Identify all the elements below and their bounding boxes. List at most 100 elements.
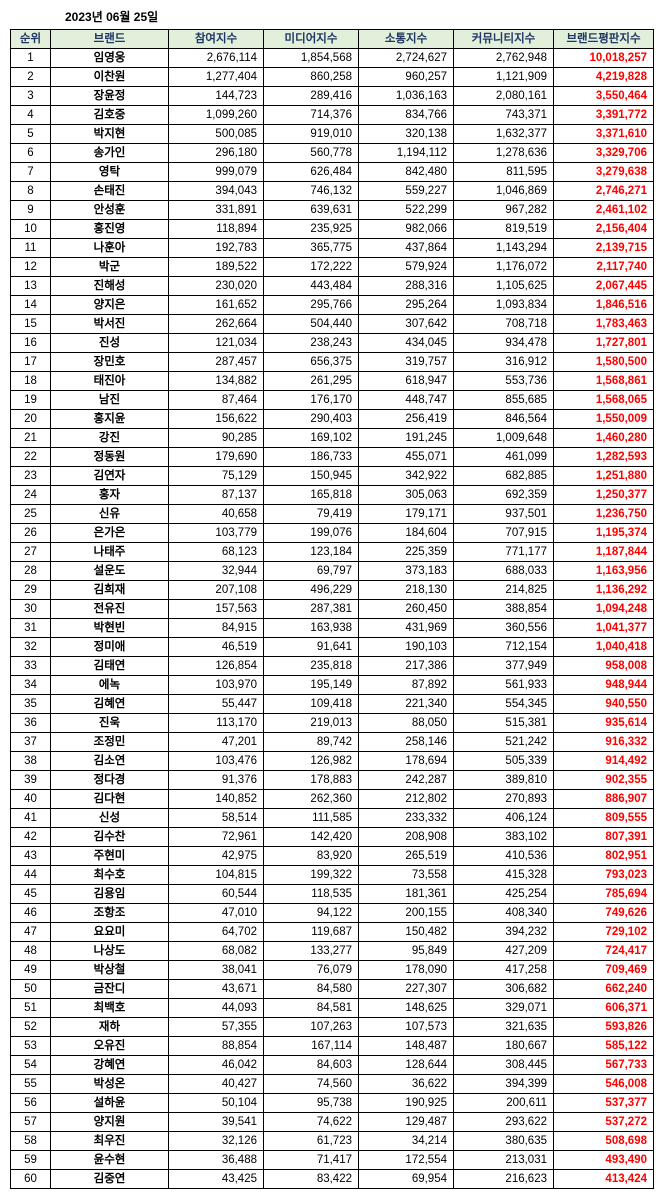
cell-brand: 금잔디 — [51, 980, 169, 999]
cell-community: 1,009,648 — [454, 429, 554, 448]
cell-comm: 834,766 — [359, 106, 454, 125]
cell-community: 388,854 — [454, 600, 554, 619]
cell-participation: 32,126 — [169, 1132, 264, 1151]
cell-brand: 신성 — [51, 809, 169, 828]
table-row: 47요요미64,702119,687150,482394,232729,102 — [11, 923, 654, 942]
table-row: 3장윤정144,723289,4161,036,1632,080,1613,55… — [11, 87, 654, 106]
cell-brand: 재하 — [51, 1018, 169, 1037]
cell-reputation: 809,555 — [554, 809, 654, 828]
table-row: 21강진90,285169,102191,2451,009,6481,460,2… — [11, 429, 654, 448]
cell-comm: 434,045 — [359, 334, 454, 353]
table-row: 31박현빈84,915163,938431,969360,5561,041,37… — [11, 619, 654, 638]
cell-reputation: 3,329,706 — [554, 144, 654, 163]
cell-participation: 84,915 — [169, 619, 264, 638]
cell-comm: 307,642 — [359, 315, 454, 334]
cell-brand: 홍진영 — [51, 220, 169, 239]
cell-media: 167,114 — [264, 1037, 359, 1056]
table-row: 5박지현500,085919,010320,1381,632,3773,371,… — [11, 125, 654, 144]
cell-community: 389,810 — [454, 771, 554, 790]
table-row: 45김용임60,544118,535181,361425,254785,694 — [11, 885, 654, 904]
cell-community: 515,381 — [454, 714, 554, 733]
cell-community: 692,359 — [454, 486, 554, 505]
table-row: 54강혜연46,04284,603128,644308,445567,733 — [11, 1056, 654, 1075]
cell-brand: 김태연 — [51, 657, 169, 676]
cell-reputation: 2,117,740 — [554, 258, 654, 277]
cell-community: 2,080,161 — [454, 87, 554, 106]
cell-brand: 박군 — [51, 258, 169, 277]
cell-participation: 179,690 — [169, 448, 264, 467]
cell-comm: 437,864 — [359, 239, 454, 258]
cell-comm: 148,487 — [359, 1037, 454, 1056]
cell-rank: 33 — [11, 657, 51, 676]
cell-community: 360,556 — [454, 619, 554, 638]
cell-participation: 134,882 — [169, 372, 264, 391]
cell-participation: 64,702 — [169, 923, 264, 942]
cell-brand: 손태진 — [51, 182, 169, 201]
cell-media: 150,945 — [264, 467, 359, 486]
cell-comm: 260,450 — [359, 600, 454, 619]
cell-community: 200,611 — [454, 1094, 554, 1113]
cell-reputation: 593,826 — [554, 1018, 654, 1037]
cell-participation: 394,043 — [169, 182, 264, 201]
cell-rank: 42 — [11, 828, 51, 847]
cell-participation: 68,123 — [169, 543, 264, 562]
cell-media: 84,581 — [264, 999, 359, 1018]
cell-brand: 송가인 — [51, 144, 169, 163]
cell-brand: 장윤정 — [51, 87, 169, 106]
cell-media: 118,535 — [264, 885, 359, 904]
cell-participation: 118,894 — [169, 220, 264, 239]
cell-reputation: 2,156,404 — [554, 220, 654, 239]
cell-rank: 15 — [11, 315, 51, 334]
cell-rank: 38 — [11, 752, 51, 771]
cell-media: 176,170 — [264, 391, 359, 410]
cell-brand: 에녹 — [51, 676, 169, 695]
table-row: 33김태연126,854235,818217,386377,949958,008 — [11, 657, 654, 676]
cell-media: 165,818 — [264, 486, 359, 505]
table-row: 30전유진157,563287,381260,450388,8541,094,2… — [11, 600, 654, 619]
cell-brand: 박상철 — [51, 961, 169, 980]
cell-reputation: 1,727,801 — [554, 334, 654, 353]
cell-rank: 37 — [11, 733, 51, 752]
cell-participation: 157,563 — [169, 600, 264, 619]
table-row: 11나훈아192,783365,775437,8641,143,2942,139… — [11, 239, 654, 258]
header-row: 순위 브랜드 참여지수 미디어지수 소통지수 커뮤니티지수 브랜드평판지수 — [11, 30, 654, 49]
table-row: 2이찬원1,277,404860,258960,2571,121,9094,21… — [11, 68, 654, 87]
table-row: 6송가인296,180560,7781,194,1121,278,6363,32… — [11, 144, 654, 163]
cell-brand: 정미애 — [51, 638, 169, 657]
table-row: 42김수찬72,961142,420208,908383,102807,391 — [11, 828, 654, 847]
cell-comm: 200,155 — [359, 904, 454, 923]
table-row: 46조항조47,01094,122200,155408,340749,626 — [11, 904, 654, 923]
cell-media: 195,149 — [264, 676, 359, 695]
cell-rank: 49 — [11, 961, 51, 980]
cell-community: 308,445 — [454, 1056, 554, 1075]
cell-comm: 148,625 — [359, 999, 454, 1018]
cell-community: 293,622 — [454, 1113, 554, 1132]
cell-community: 521,242 — [454, 733, 554, 752]
cell-participation: 103,779 — [169, 524, 264, 543]
cell-media: 238,243 — [264, 334, 359, 353]
cell-brand: 홍자 — [51, 486, 169, 505]
cell-media: 109,418 — [264, 695, 359, 714]
cell-participation: 121,034 — [169, 334, 264, 353]
cell-participation: 68,082 — [169, 942, 264, 961]
cell-media: 219,013 — [264, 714, 359, 733]
table-row: 39정다경91,376178,883242,287389,810902,355 — [11, 771, 654, 790]
cell-rank: 48 — [11, 942, 51, 961]
cell-rank: 47 — [11, 923, 51, 942]
table-row: 12박군189,522172,222579,9241,176,0722,117,… — [11, 258, 654, 277]
cell-comm: 212,802 — [359, 790, 454, 809]
cell-brand: 김호중 — [51, 106, 169, 125]
cell-reputation: 793,023 — [554, 866, 654, 885]
cell-rank: 23 — [11, 467, 51, 486]
cell-brand: 강진 — [51, 429, 169, 448]
cell-rank: 16 — [11, 334, 51, 353]
cell-brand: 진욱 — [51, 714, 169, 733]
table-row: 48나상도68,082133,27795,849427,209724,417 — [11, 942, 654, 961]
header-brand: 브랜드 — [51, 30, 169, 49]
cell-participation: 91,376 — [169, 771, 264, 790]
cell-community: 1,278,636 — [454, 144, 554, 163]
cell-reputation: 4,219,828 — [554, 68, 654, 87]
cell-brand: 진성 — [51, 334, 169, 353]
cell-reputation: 1,094,248 — [554, 600, 654, 619]
cell-rank: 21 — [11, 429, 51, 448]
